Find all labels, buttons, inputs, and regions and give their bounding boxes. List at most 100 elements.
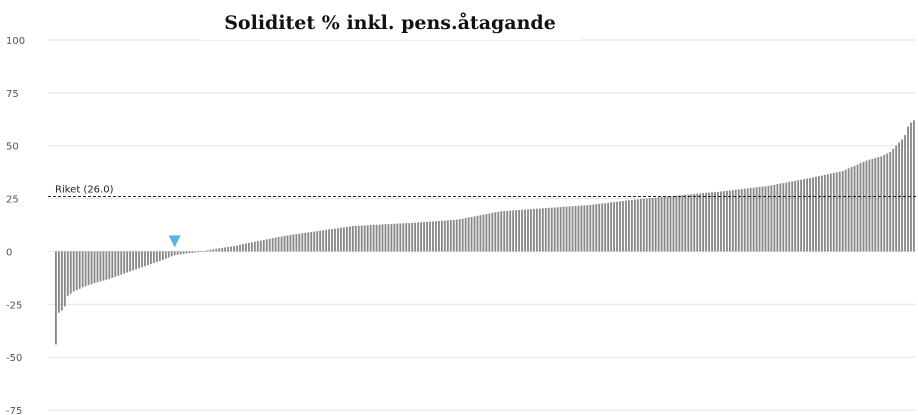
bar	[289, 234, 292, 252]
bar	[271, 238, 274, 252]
bar	[242, 244, 244, 252]
bar	[185, 251, 188, 254]
bar	[835, 172, 838, 252]
bar	[752, 187, 755, 252]
bar	[622, 201, 624, 252]
bar	[390, 223, 393, 252]
bar	[675, 195, 678, 252]
bar	[859, 163, 862, 252]
bar	[868, 159, 871, 252]
bar	[375, 224, 378, 252]
bar	[99, 251, 102, 282]
bar	[402, 223, 405, 252]
y-axis-tick-labels: 100 75 50 25 0 -25 -50 -75	[6, 36, 25, 415]
bar	[393, 223, 396, 252]
bar	[583, 205, 586, 252]
bar	[527, 209, 529, 252]
bar	[725, 190, 728, 252]
bar	[856, 164, 859, 252]
bar	[669, 196, 672, 252]
bar	[562, 206, 565, 252]
y-tick-label: -75	[6, 406, 22, 415]
bar	[812, 177, 814, 252]
bar	[102, 251, 105, 281]
bar	[325, 229, 328, 252]
bar	[286, 235, 289, 252]
bar	[755, 187, 758, 252]
bar	[743, 188, 746, 252]
bar	[776, 184, 779, 252]
bar	[642, 198, 645, 252]
bar	[892, 148, 895, 252]
bar	[550, 207, 553, 252]
bar	[135, 251, 137, 270]
bar	[515, 210, 518, 252]
title-background	[200, 6, 580, 40]
bar	[396, 223, 399, 252]
y-tick-label: -50	[6, 353, 22, 364]
bar	[197, 251, 200, 253]
bar	[660, 197, 663, 252]
bar	[699, 193, 702, 252]
bar	[556, 207, 559, 252]
bar	[904, 135, 906, 252]
bar	[871, 158, 874, 252]
bar	[387, 224, 390, 252]
bar	[705, 192, 708, 252]
bar	[809, 178, 811, 252]
bar	[179, 251, 182, 255]
bar	[138, 251, 140, 269]
bar	[734, 189, 737, 252]
reference-line-group: Riket (26.0)	[48, 184, 916, 197]
bar	[117, 251, 120, 276]
bar	[351, 226, 354, 252]
bar	[470, 216, 473, 252]
bar	[815, 176, 817, 252]
bar	[577, 205, 580, 252]
bar	[435, 221, 437, 252]
bar	[708, 192, 711, 252]
bar	[907, 126, 909, 252]
bar	[604, 203, 607, 252]
bar	[794, 180, 797, 252]
bar	[616, 201, 618, 252]
bar	[158, 251, 161, 261]
bar	[633, 199, 636, 252]
bar	[559, 207, 562, 252]
bar	[464, 218, 467, 252]
bar	[268, 238, 271, 252]
bar	[693, 193, 696, 252]
bar	[417, 222, 420, 252]
bar	[354, 225, 357, 252]
bar	[438, 220, 440, 252]
bar	[256, 241, 259, 252]
bar	[331, 229, 333, 252]
bar	[161, 251, 164, 260]
bar	[399, 223, 402, 252]
bar	[233, 246, 235, 252]
bar	[259, 240, 262, 252]
bar	[206, 250, 209, 252]
bars	[55, 120, 915, 345]
bar	[304, 232, 307, 252]
bar	[449, 220, 452, 252]
bar	[538, 208, 541, 252]
bar	[108, 251, 111, 279]
bar	[731, 190, 734, 252]
bar	[714, 192, 716, 252]
bar	[277, 237, 280, 252]
bar	[847, 168, 850, 252]
bar	[800, 179, 803, 252]
bar	[782, 183, 785, 252]
bar	[224, 247, 227, 252]
bar	[913, 120, 915, 252]
bar	[452, 219, 455, 252]
bar	[227, 246, 230, 252]
bar	[87, 251, 90, 286]
bar	[250, 242, 253, 252]
bar	[910, 122, 912, 252]
bar	[72, 251, 75, 292]
bar	[509, 210, 512, 252]
bar	[426, 221, 428, 252]
bar	[316, 231, 319, 252]
